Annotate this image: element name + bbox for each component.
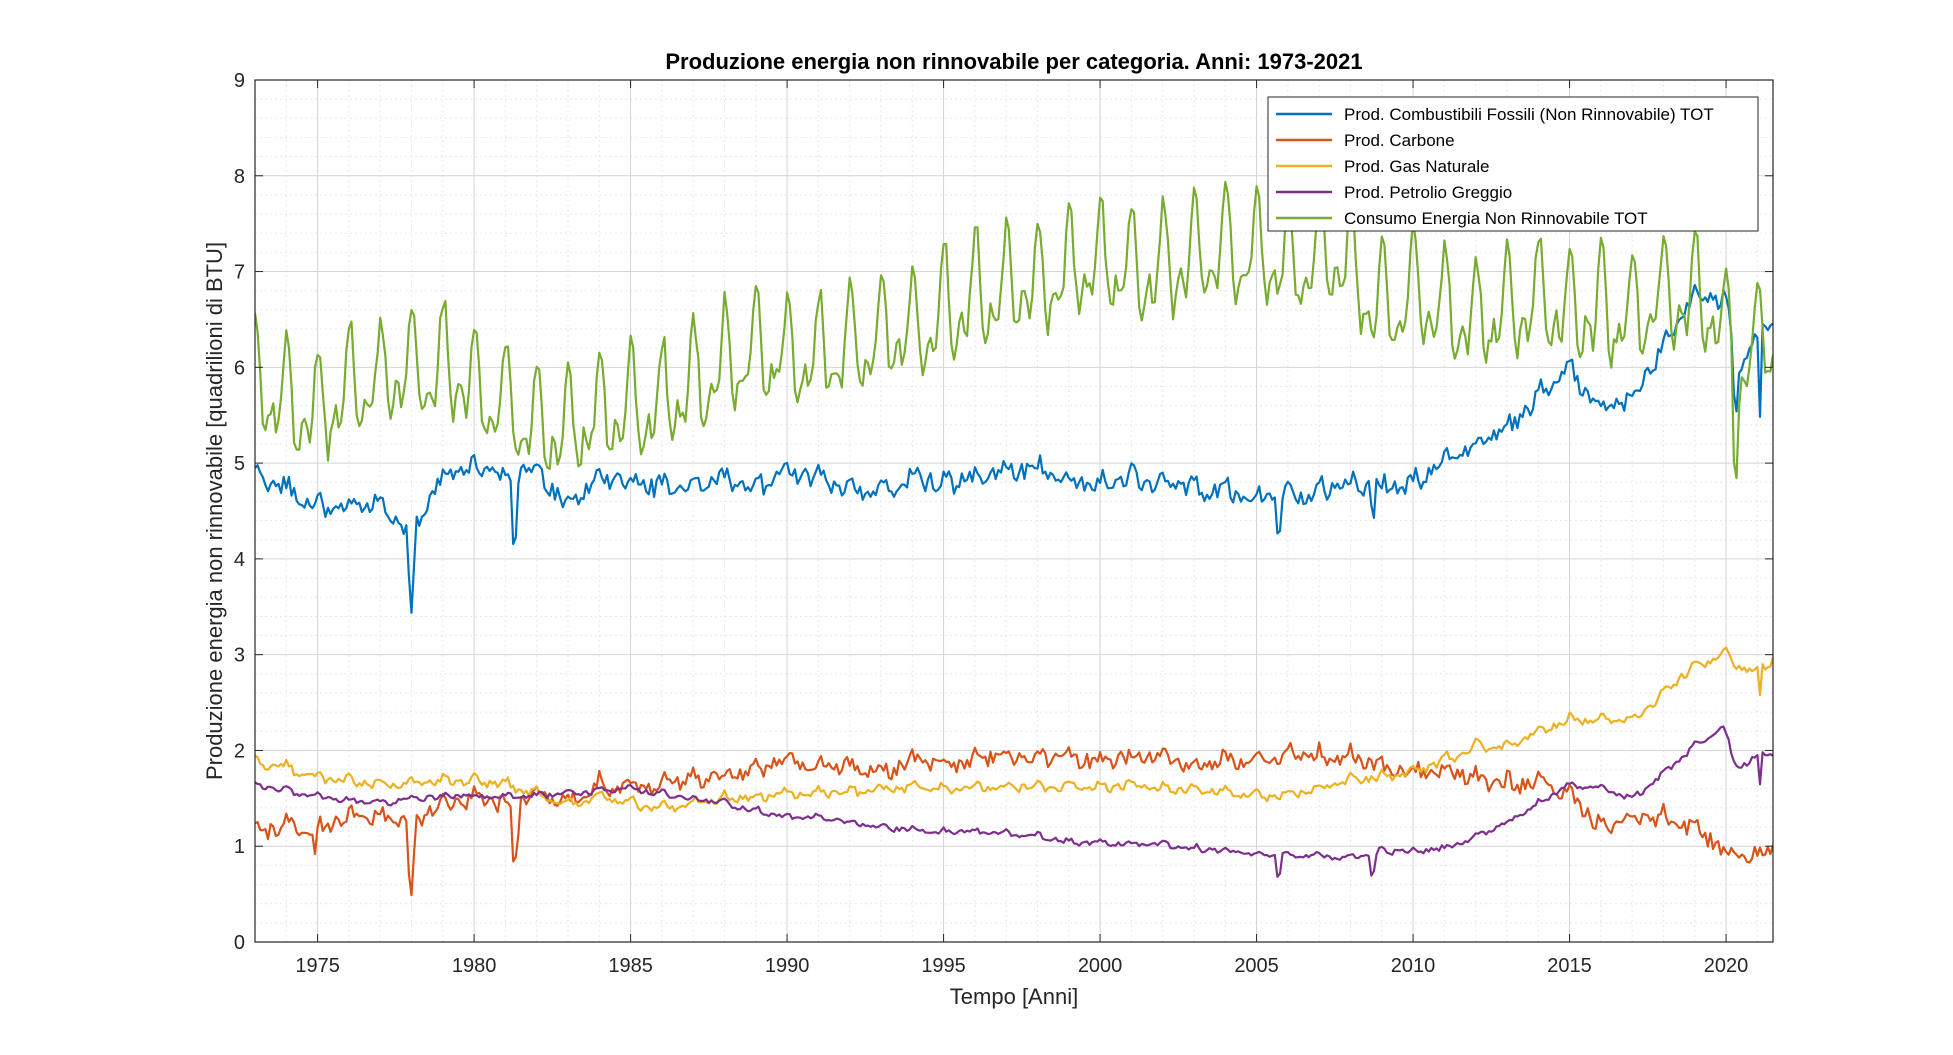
y-tick-label: 2 xyxy=(234,740,245,762)
chart-title: Produzione energia non rinnovabile per c… xyxy=(665,49,1362,74)
x-tick-label: 1980 xyxy=(452,955,497,977)
x-tick-label: 2010 xyxy=(1391,955,1436,977)
x-tick-label: 1990 xyxy=(765,955,810,977)
x-tick-label: 2015 xyxy=(1547,955,1592,977)
y-tick-label: 3 xyxy=(234,645,245,667)
legend-label: Prod. Combustibili Fossili (Non Rinnovab… xyxy=(1344,105,1714,124)
x-tick-label: 1985 xyxy=(608,955,653,977)
y-axis-label: Produzione energia non rinnovabile [quad… xyxy=(202,242,227,780)
x-axis-label: Tempo [Anni] xyxy=(950,984,1078,1009)
y-tick-label: 6 xyxy=(234,357,245,379)
plot-box xyxy=(254,79,1774,943)
legend-label: Prod. Carbone xyxy=(1344,131,1455,150)
series-line-5 xyxy=(255,180,1773,480)
series-line-4 xyxy=(255,725,1773,878)
x-tick-label: 2020 xyxy=(1704,955,1749,977)
legend-box xyxy=(1267,96,1759,232)
legend-label: Consumo Energia Non Rinnovabile TOT xyxy=(1344,209,1648,228)
x-tick-label: 1995 xyxy=(921,955,966,977)
legend: Prod. Combustibili Fossili (Non Rinnovab… xyxy=(1267,96,1759,232)
y-tick-label: 8 xyxy=(234,166,245,188)
legend-label: Prod. Gas Naturale xyxy=(1344,157,1490,176)
y-axis: 0 1 2 3 4 5 6 7 8 9 xyxy=(234,70,1773,954)
x-tick-label: 2005 xyxy=(1234,955,1279,977)
x-tick-label: 1975 xyxy=(295,955,340,977)
x-tick-label: 2000 xyxy=(1078,955,1123,977)
y-tick-label: 0 xyxy=(234,932,245,954)
y-tick-label: 1 xyxy=(234,836,245,858)
series-layer xyxy=(255,180,1773,897)
y-tick-label: 5 xyxy=(234,453,245,475)
series-line-3 xyxy=(255,646,1773,813)
legend-label: Prod. Petrolio Greggio xyxy=(1344,183,1512,202)
y-tick-label: 4 xyxy=(234,549,245,571)
series-line-1 xyxy=(255,283,1773,614)
series-line-2 xyxy=(255,741,1773,897)
y-tick-label: 7 xyxy=(234,262,245,284)
x-axis: 1975 1980 1985 1990 1995 2000 2005 2010 2015 2020 xyxy=(295,80,1748,977)
y-tick-label: 9 xyxy=(234,70,245,92)
